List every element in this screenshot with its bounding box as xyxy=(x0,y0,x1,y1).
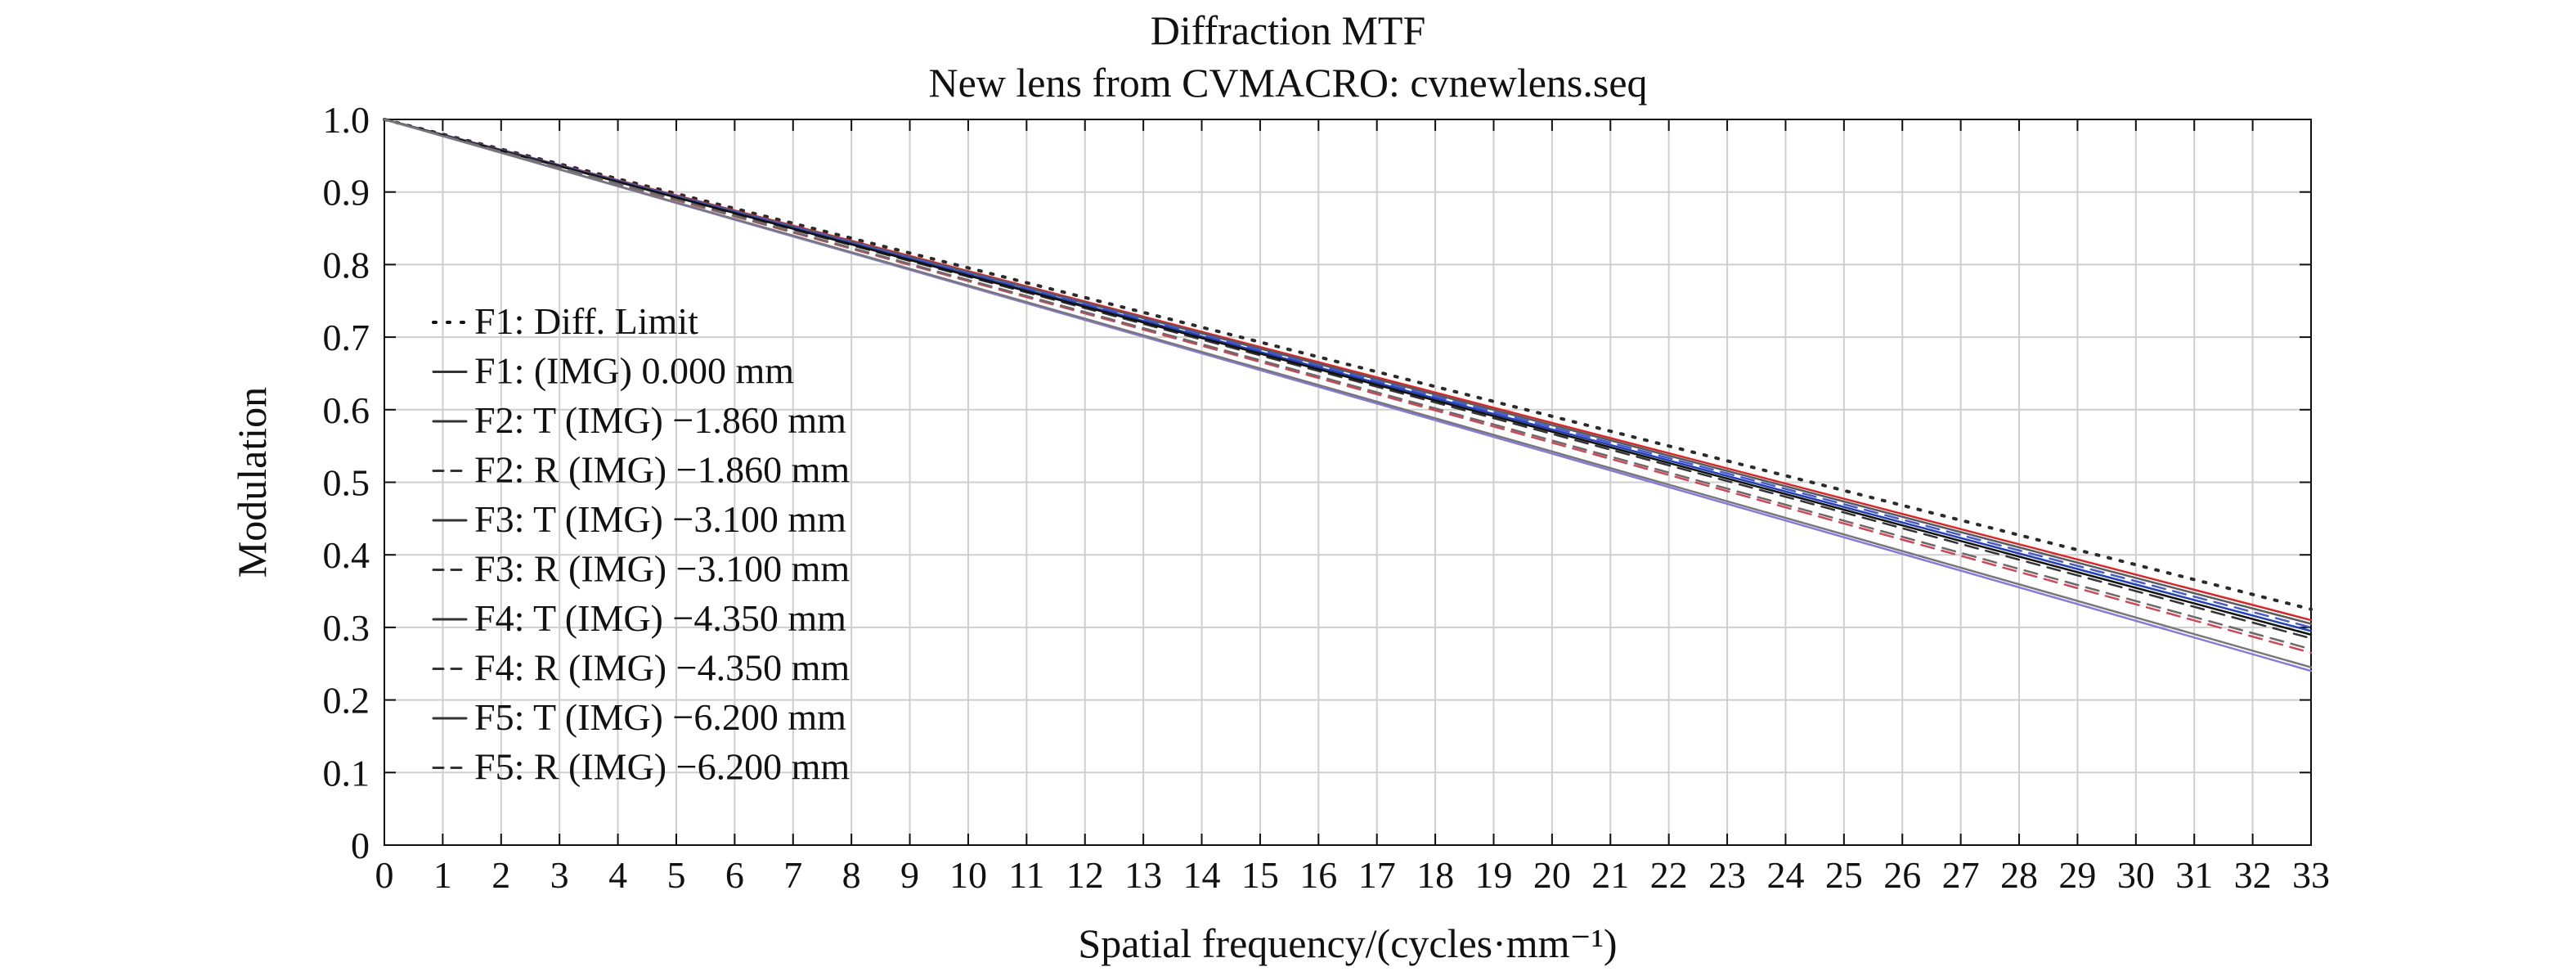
chart-subtitle: New lens from CVMACRO: cvnewlens.seq xyxy=(928,60,1648,106)
series-line-10 xyxy=(383,118,2313,668)
axis-ticks xyxy=(384,119,2312,846)
legend-label-5: F3: R (IMG) −3.100 mm xyxy=(474,548,850,590)
legend-label-8: F5: T (IMG) −6.200 mm xyxy=(474,696,846,738)
series-line-7 xyxy=(383,118,2313,654)
series-line-9 xyxy=(383,118,2313,650)
y-tick-label: 0.1 xyxy=(323,752,370,794)
y-tick-label: 0.7 xyxy=(323,317,370,358)
legend-label-6: F4: T (IMG) −4.350 mm xyxy=(474,597,846,639)
x-tick-label: 16 xyxy=(1299,854,1337,896)
x-tick-label: 4 xyxy=(608,854,627,896)
series-line-6 xyxy=(383,118,2313,636)
x-tick-label: 3 xyxy=(550,854,569,896)
chart-title: Diffraction MTF xyxy=(1150,7,1426,53)
legend-label-9: F5: R (IMG) −6.200 mm xyxy=(474,746,850,788)
x-tick-label: 33 xyxy=(2292,854,2330,896)
x-tick-label: 17 xyxy=(1358,854,1396,896)
x-tick-label: 31 xyxy=(2175,854,2213,896)
legend-label-3: F2: R (IMG) −1.860 mm xyxy=(474,449,850,491)
x-tick-label: 8 xyxy=(842,854,861,896)
legend-label-7: F4: R (IMG) −4.350 mm xyxy=(474,647,850,689)
x-tick-label: 0 xyxy=(375,854,394,896)
legend-label-1: F1: (IMG) 0.000 mm xyxy=(474,350,794,392)
x-tick-label: 14 xyxy=(1183,854,1221,896)
x-tick-label: 25 xyxy=(1825,854,1863,896)
x-tick-label: 1 xyxy=(433,854,452,896)
x-tick-label: 20 xyxy=(1533,854,1571,896)
x-tick-label: 26 xyxy=(1883,854,1921,896)
x-tick-label: 30 xyxy=(2117,854,2155,896)
x-tick-label: 15 xyxy=(1241,854,1279,896)
series-lines xyxy=(383,118,2313,672)
x-tick-label: 6 xyxy=(725,854,744,896)
x-tick-labels: 0 1 2 3 4 5 6 7 8 9 10 11 12 13 14 15 16 17 18 19 20 21 22 23 24… xyxy=(375,854,2331,896)
y-tick-label: 0.5 xyxy=(323,462,370,504)
x-tick-label: 12 xyxy=(1066,854,1104,896)
x-tick-label: 2 xyxy=(491,854,510,896)
legend-label-4: F3: T (IMG) −3.100 mm xyxy=(474,498,846,540)
y-tick-label: 0.2 xyxy=(323,680,370,722)
y-tick-label: 1.0 xyxy=(323,99,370,141)
x-axis-title: Spatial frequency/(cycles·mm⁻¹) xyxy=(1078,920,1617,966)
x-tick-label: 29 xyxy=(2058,854,2096,896)
x-tick-label: 10 xyxy=(949,854,987,896)
x-tick-label: 32 xyxy=(2234,854,2272,896)
y-axis-title: Modulation xyxy=(229,387,275,578)
x-tick-label: 27 xyxy=(1942,854,1980,896)
y-tick-label: 0.8 xyxy=(323,244,370,286)
legend-label-2: F2: T (IMG) −1.860 mm xyxy=(474,399,846,441)
legend: F1: Diff. Limit F1: (IMG) 0.000 mm F2: T (… xyxy=(432,300,850,788)
x-tick-label: 19 xyxy=(1474,854,1512,896)
x-tick-label: 18 xyxy=(1416,854,1454,896)
x-tick-label: 28 xyxy=(2000,854,2038,896)
x-tick-label: 21 xyxy=(1591,854,1629,896)
y-tick-label: 0 xyxy=(351,825,370,866)
x-tick-label: 5 xyxy=(666,854,685,896)
x-tick-label: 7 xyxy=(783,854,802,896)
y-tick-label: 0.4 xyxy=(323,534,370,576)
x-tick-label: 9 xyxy=(900,854,919,896)
legend-label-0: F1: Diff. Limit xyxy=(474,300,698,342)
y-tick-label: 0.3 xyxy=(323,607,370,649)
series-line-0 xyxy=(383,118,2313,611)
x-tick-label: 22 xyxy=(1650,854,1688,896)
y-tick-label: 0.6 xyxy=(323,389,370,431)
x-tick-label: 11 xyxy=(1008,854,1044,896)
y-tick-labels: 0 0.1 0.2 0.3 0.4 0.5 0.6 0.7 0.8 0.9 1.0 xyxy=(323,99,370,866)
x-tick-label: 23 xyxy=(1708,854,1746,896)
grid-lines xyxy=(384,119,2311,845)
x-tick-label: 13 xyxy=(1124,854,1162,896)
y-tick-label: 0.9 xyxy=(323,172,370,214)
x-tick-label: 24 xyxy=(1766,854,1804,896)
